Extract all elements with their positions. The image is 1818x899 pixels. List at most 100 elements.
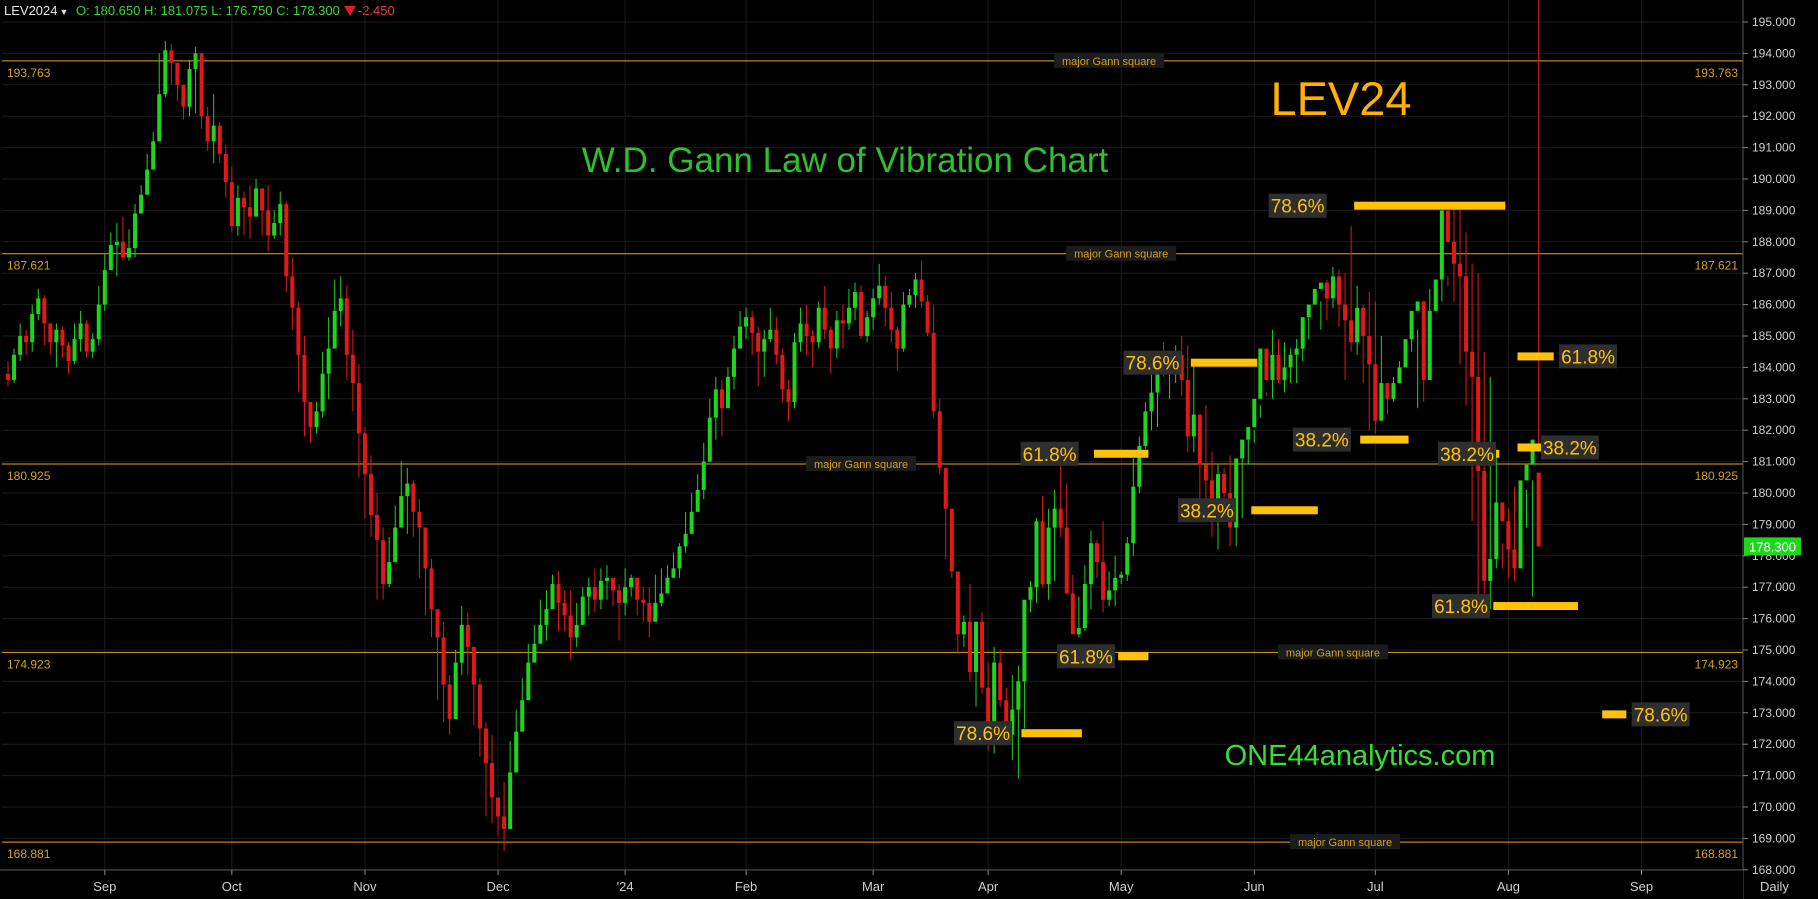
- candle-body: [1203, 464, 1208, 481]
- price-tick-label: 181.000: [1752, 455, 1796, 469]
- candle-body: [387, 562, 392, 585]
- candle-body: [1324, 282, 1329, 299]
- candle-body: [1131, 486, 1136, 544]
- price-tick-label: 195.000: [1752, 15, 1796, 29]
- candle-body: [1464, 276, 1469, 352]
- candle-body: [435, 609, 440, 638]
- gann-level-left: 193.763: [7, 66, 51, 80]
- candle-body: [514, 731, 519, 773]
- gann-label-bg: [1066, 245, 1177, 261]
- price-tick-label: 171.000: [1752, 769, 1796, 783]
- candle-body: [477, 684, 482, 729]
- candle-body: [562, 602, 567, 616]
- fib-bar: [1118, 652, 1149, 661]
- price-axis[interactable]: 168.000 169.000 170.000 171.000 172.000 173.0…: [1742, 0, 1818, 899]
- gann-level-left: 168.881: [7, 847, 51, 861]
- candle-body: [1445, 210, 1450, 242]
- candle-body: [248, 207, 252, 217]
- fib-bar: [1021, 729, 1082, 738]
- candle-body: [308, 401, 313, 428]
- time-axis-bg: [0, 870, 1743, 899]
- candle-body: [750, 317, 755, 333]
- candle-body: [1258, 348, 1263, 399]
- fib-label-bg: [1631, 702, 1690, 727]
- candle-body: [538, 624, 543, 644]
- price-tick-label: 169.000: [1752, 831, 1796, 845]
- candle-body: [713, 389, 718, 418]
- candle-body: [1010, 709, 1015, 735]
- candle-body: [1222, 474, 1227, 493]
- candle-body: [24, 336, 29, 343]
- candle-body: [314, 411, 319, 428]
- price-tick-label: 168.000: [1752, 863, 1796, 877]
- time-tick-label: Jul: [1367, 879, 1384, 894]
- time-tick-label: Mar: [862, 879, 885, 894]
- candle-body: [853, 292, 857, 308]
- symbol-name[interactable]: LEV2024: [4, 3, 58, 18]
- candle-body: [859, 292, 864, 336]
- symbol-dropdown-icon[interactable]: ▼: [59, 7, 69, 17]
- candle-body: [822, 307, 827, 330]
- candle-body: [1119, 574, 1124, 578]
- candle-body: [187, 69, 192, 107]
- candle-body: [90, 339, 95, 352]
- candle-body: [1306, 304, 1311, 318]
- price-tick-label: 191.000: [1752, 141, 1796, 155]
- candle-body: [441, 637, 446, 685]
- candle-body: [453, 662, 458, 720]
- candle-body: [1270, 354, 1275, 380]
- price-tick-label: 186.000: [1752, 298, 1796, 312]
- candle-body: [629, 577, 634, 588]
- candle-body: [30, 314, 35, 343]
- candle-body: [1125, 543, 1130, 575]
- timeframe-label[interactable]: Daily: [1760, 879, 1789, 894]
- candle-body: [254, 188, 259, 217]
- candle-body: [955, 571, 960, 635]
- last-price-tag: [1744, 537, 1801, 556]
- watermark: ONE44analytics.com: [1225, 740, 1496, 772]
- candle-body: [665, 577, 670, 594]
- candle-body: [12, 354, 17, 380]
- candle-body: [465, 624, 470, 647]
- candle-body: [356, 383, 361, 434]
- candle-body: [169, 50, 174, 63]
- gann-level-left: 180.925: [7, 469, 51, 483]
- candle-body: [381, 540, 386, 585]
- candle-body: [1506, 521, 1511, 550]
- candle-body: [96, 304, 101, 340]
- candle-body: [163, 50, 168, 95]
- fib-label: 78.6%: [1126, 354, 1180, 375]
- candle-body: [1155, 361, 1160, 393]
- candle-body: [1252, 398, 1257, 428]
- candle-body: [1415, 301, 1420, 311]
- fib-label: 78.6%: [956, 724, 1010, 745]
- candle-body: [1034, 521, 1039, 588]
- candle-body: [1361, 307, 1366, 336]
- candle-body: [338, 298, 343, 311]
- time-tick-label: Sep: [1630, 879, 1653, 894]
- candle-body: [967, 621, 972, 672]
- candle-body: [1494, 502, 1499, 559]
- candle-body: [1276, 354, 1281, 380]
- candle-body: [786, 389, 791, 402]
- gann-level-right: 187.621: [1695, 259, 1739, 273]
- candle-body: [780, 354, 785, 390]
- candle-body: [1379, 383, 1384, 421]
- price-change: -2.450: [357, 3, 395, 18]
- candle-body: [635, 577, 640, 600]
- candle-body: [496, 797, 501, 817]
- candle-body: [102, 270, 107, 305]
- candle-body: [375, 514, 380, 541]
- fib-label: 61.8%: [1023, 445, 1077, 466]
- candle-body: [611, 577, 615, 591]
- time-axis[interactable]: Sep Oct Nov Dec '24 Feb Mar Apr May Jun Jul Aug Sep D…: [0, 869, 1789, 899]
- fib-label: 78.6%: [1634, 705, 1688, 726]
- candle-body: [272, 222, 277, 236]
- candle-body: [1016, 681, 1021, 710]
- fib-bar: [1493, 602, 1578, 611]
- candle-body: [344, 298, 349, 355]
- candle-body: [423, 527, 428, 569]
- candle-body: [284, 204, 289, 277]
- time-tick-label: Dec: [486, 879, 510, 894]
